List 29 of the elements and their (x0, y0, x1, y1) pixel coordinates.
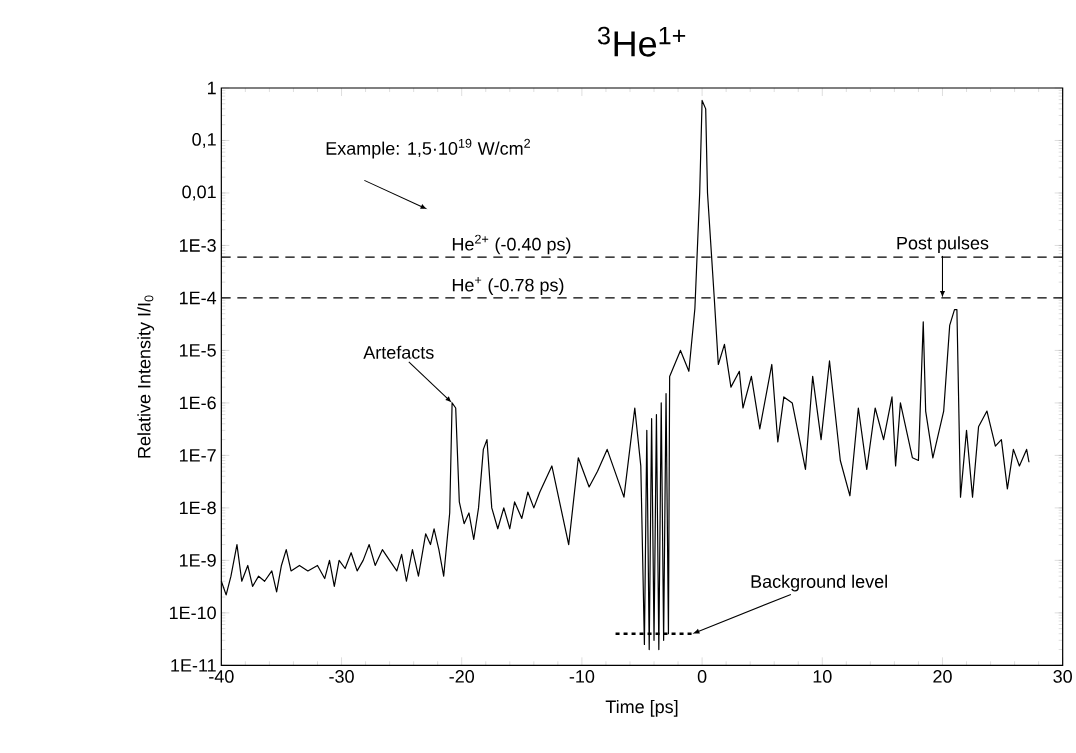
x-tick-label: -10 (569, 669, 595, 683)
annotation: Post pulses (897, 236, 989, 253)
y-tick-label: 1E-8 (179, 501, 216, 515)
y-tick-label: 1E-3 (179, 238, 216, 252)
ref-line-label: He$^{2+}$ (-0.40 ps) (452, 234, 571, 255)
x-tick-label: 10 (813, 669, 832, 683)
y-tick-label: 0,01 (182, 185, 216, 201)
y-tick-label: 1 (207, 81, 216, 95)
y-tick-label: 1E-7 (179, 449, 216, 462)
x-tick-label: -20 (449, 669, 475, 683)
y-tick-label: 1E-9 (179, 553, 216, 567)
y-tick-label: 1E-4 (179, 291, 217, 304)
y-tick-label: 0,1 (192, 132, 216, 148)
y-tick-label: 1E-5 (179, 343, 216, 357)
x-tick-label: -30 (329, 669, 354, 683)
annotation: Artefacts (363, 345, 434, 359)
annotation: Background level (751, 574, 887, 592)
chart-title: $^{3}$He$^{1+}$ (597, 26, 686, 57)
x-tick-label: 20 (933, 669, 952, 683)
y-axis-title: Relative Intensity I/I$_{0}$ (137, 295, 155, 458)
ref-line-label: He$^{+}$ (-0.78 ps) (452, 276, 564, 295)
y-tick-label: 1E-6 (179, 396, 216, 410)
y-tick-label: 1E-11 (171, 658, 216, 672)
x-tick-label: -40 (209, 669, 234, 683)
x-tick-label: 30 (1053, 669, 1072, 683)
x-tick-label: 0 (697, 669, 707, 683)
x-axis-title: Time [ps] (605, 699, 678, 717)
y-tick-label: 1E-10 (169, 606, 216, 620)
annotation: Example: 1,5·10$^{19}$ W/cm$^{2}$ (326, 138, 531, 159)
